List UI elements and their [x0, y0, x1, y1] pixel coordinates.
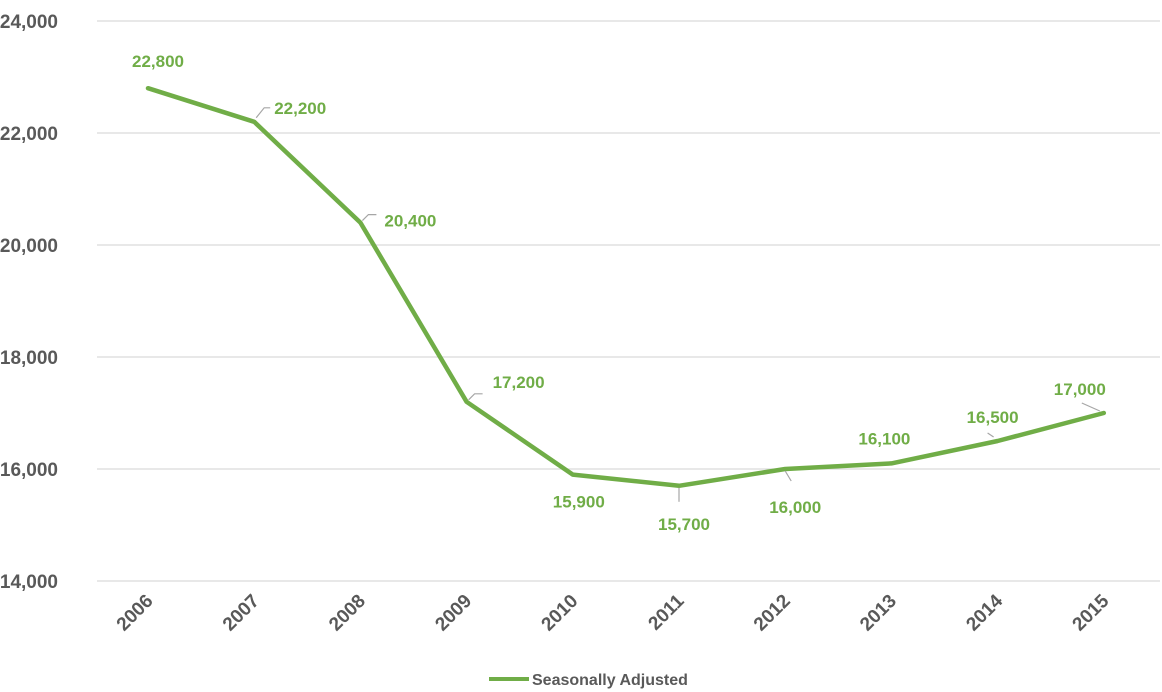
data-label: 17,000	[1054, 380, 1106, 399]
x-tick-label: 2011	[645, 590, 689, 634]
y-tick-label: 20,000	[0, 236, 58, 257]
x-tick-label: 2010	[538, 591, 583, 636]
data-label-leader	[784, 470, 792, 482]
data-labels: 22,800 22,200 20,400 17,200 15,900 15,700 16,0…	[132, 52, 1106, 534]
y-tick-label: 24,000	[0, 12, 58, 33]
x-axis: 2006 2007 2008 2009 2010 2011 2012 2013 2014 2015	[113, 590, 1114, 635]
data-label: 16,500	[967, 408, 1019, 427]
data-label: 20,400	[384, 212, 436, 231]
data-label-leader	[361, 214, 377, 222]
legend-label: Seasonally Adjusted	[532, 672, 688, 689]
x-tick-label: 2008	[325, 591, 370, 636]
data-label-leader	[468, 393, 483, 401]
y-axis: 14,000 16,000 18,000 20,000 22,000 24,000	[0, 12, 58, 593]
x-tick-label: 2015	[1069, 590, 1114, 635]
x-tick-label: 2012	[750, 591, 795, 636]
legend: Seasonally Adjusted	[489, 672, 688, 689]
data-label: 17,200	[493, 373, 545, 392]
data-label-leader	[987, 432, 994, 438]
series-line	[145, 85, 1107, 489]
data-label: 15,900	[553, 493, 605, 512]
data-label: 22,200	[274, 99, 326, 118]
data-label: 16,000	[769, 498, 821, 517]
y-tick-label: 22,000	[0, 124, 58, 145]
data-label-leader	[255, 107, 271, 119]
x-tick-label: 2006	[113, 591, 158, 636]
series-seasonally-adjusted	[145, 85, 1107, 489]
y-tick-label: 14,000	[0, 572, 58, 593]
x-tick-label: 2007	[219, 591, 264, 636]
y-tick-label: 16,000	[0, 460, 58, 481]
data-label: 16,100	[858, 429, 910, 448]
data-label: 22,800	[132, 52, 184, 71]
x-tick-label: 2014	[962, 590, 1007, 635]
x-tick-label: 2013	[856, 591, 901, 636]
y-tick-label: 18,000	[0, 348, 58, 369]
data-label: 15,700	[658, 515, 710, 534]
gridlines	[97, 20, 1160, 582]
data-label-leader	[1081, 402, 1101, 412]
x-tick-label: 2009	[431, 591, 476, 636]
